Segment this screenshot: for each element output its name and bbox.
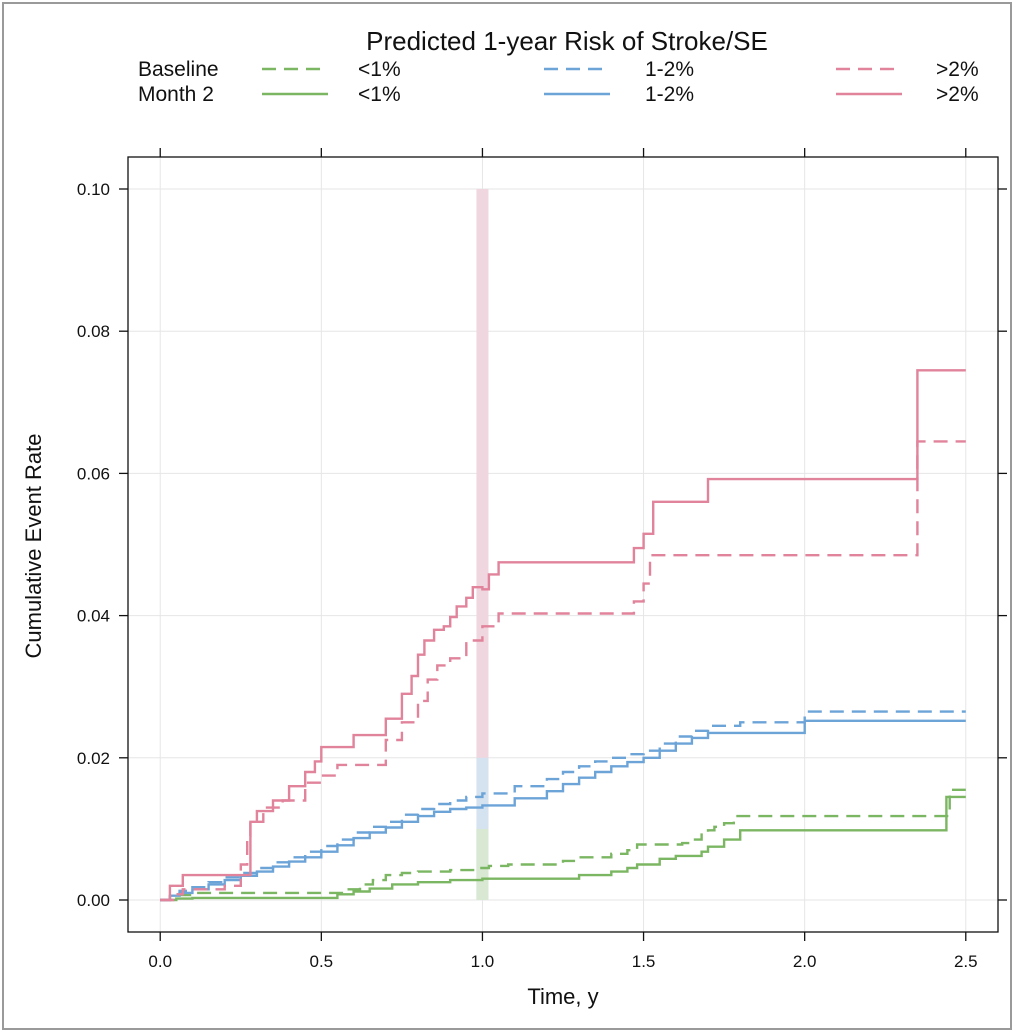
legend-entry-label: 1-2% <box>645 83 694 106</box>
legend-entry-label: >2% <box>936 83 979 106</box>
series->2%-Month 2 <box>160 369 966 902</box>
legend-row-label: Baseline <box>138 58 219 81</box>
y-tick-label: 0.08 <box>77 322 110 341</box>
y-axis-label: Cumulative Event Rate <box>21 434 46 659</box>
legend-entry-label: 1-2% <box>645 58 694 81</box>
highlight-band-rect <box>476 188 489 901</box>
x-tick-label: 1.0 <box>471 952 495 971</box>
series->2%-Baseline <box>160 440 966 902</box>
chart-title: Predicted 1-year Risk of Stroke/SE <box>366 26 768 56</box>
y-tick-label: 0.00 <box>77 891 110 910</box>
legend-entry-label: <1% <box>358 83 401 106</box>
plot-border <box>127 156 999 933</box>
legend-row-label: Month 2 <box>138 83 214 106</box>
highlight-band-rect <box>476 828 489 901</box>
x-tick-label: 0.5 <box>310 952 334 971</box>
y-tick-label: 0.04 <box>77 607 110 626</box>
grid <box>128 157 998 932</box>
axes: 0.0 0.5 1.0 1.5 2.0 2.5 0.00 0.02 0.04 0.06 0.08 0.… <box>77 148 1007 971</box>
y-tick-label: 0.02 <box>77 749 110 768</box>
x-tick-label: 2.5 <box>954 952 978 971</box>
legend-entry-label: >2% <box>936 58 979 81</box>
x-tick-label: 2.0 <box>793 952 817 971</box>
series-lines <box>160 369 966 902</box>
series-1-2%-Month 2 <box>160 719 966 902</box>
series-1-2%-Baseline <box>160 710 966 902</box>
y-tick-label: 0.10 <box>77 180 110 199</box>
y-tick-label: 0.06 <box>77 464 110 483</box>
x-axis-label: Time, y <box>527 984 598 1009</box>
legend-entry-label: <1% <box>358 58 401 81</box>
highlight-band <box>476 188 489 901</box>
series-<1%-Baseline <box>160 788 966 902</box>
x-tick-label: 0.0 <box>148 952 172 971</box>
series-<1%-Month 2 <box>160 795 966 902</box>
x-tick-label: 1.5 <box>632 952 656 971</box>
